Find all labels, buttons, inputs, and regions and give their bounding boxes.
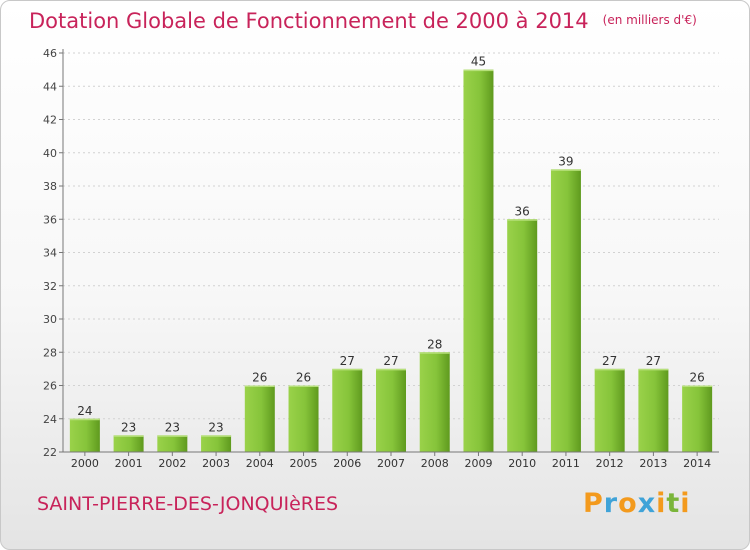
bar-highlight	[419, 352, 450, 354]
x-tick-label: 2013	[639, 457, 667, 470]
logo-letter: i	[680, 488, 691, 519]
value-label: 28	[427, 337, 442, 351]
bar	[201, 435, 232, 452]
bar	[332, 368, 363, 452]
bar-highlight	[288, 385, 319, 387]
bar-highlight	[113, 435, 144, 437]
bar-highlight	[376, 368, 406, 371]
chart-title-text: Dotation Globale de Fonctionnement de 20…	[29, 9, 589, 33]
y-tick-label: 36	[43, 213, 57, 226]
logo-letter: o	[618, 488, 638, 519]
logo-letter: x	[637, 488, 657, 519]
bar	[507, 219, 538, 452]
y-tick-label: 42	[43, 114, 57, 127]
y-tick-label: 34	[43, 247, 57, 260]
value-label: 36	[515, 204, 530, 218]
y-tick-label: 46	[43, 47, 57, 60]
y-tick-label: 24	[43, 413, 57, 426]
bar-highlight	[157, 435, 188, 437]
x-tick-labels: 2000 2001 2002 2003 2004 2005 2006 2007 2008 2009…	[71, 452, 711, 470]
x-tick-label: 2012	[596, 457, 624, 470]
logo-letter: i	[656, 488, 667, 519]
bar	[682, 385, 713, 452]
x-tick-label: 2002	[158, 457, 186, 470]
bar	[419, 352, 450, 452]
x-tick-label: 2005	[290, 457, 318, 470]
y-tick-label: 38	[43, 180, 57, 193]
x-tick-label: 2010	[508, 457, 536, 470]
y-tick-label: 32	[43, 280, 57, 293]
bar	[288, 385, 319, 452]
value-labels: 24 23 23 23 26 26 27 27 28 45 36 39 27 27 26	[77, 55, 705, 435]
bar	[157, 435, 188, 452]
bar-highlight	[638, 368, 669, 371]
bar-highlight	[201, 435, 232, 437]
y-tick-labels: 22 24 26 28 30 32 34 36 38 40 42 44 46	[43, 47, 57, 459]
bar-highlight	[332, 368, 363, 371]
x-tick-label: 2000	[71, 457, 99, 470]
y-tick-label: 40	[43, 147, 57, 160]
bar	[69, 418, 100, 452]
bar-highlight	[550, 169, 581, 171]
value-label: 26	[689, 371, 704, 385]
x-tick-label: 2004	[246, 457, 274, 470]
bar	[463, 69, 494, 452]
value-label: 23	[208, 420, 223, 434]
value-label: 45	[471, 55, 486, 69]
x-tick-label: 2003	[202, 457, 230, 470]
commune-name: SAINT-PIERRE-DES-JONQUIèRES	[37, 493, 339, 515]
y-tick-label: 30	[43, 313, 57, 326]
bar	[638, 368, 669, 452]
x-tick-label: 2006	[333, 457, 361, 470]
proxiti-logo: Proxiti	[583, 488, 691, 519]
chart-unit: (en milliers d'€)	[602, 13, 697, 27]
bar	[376, 368, 406, 452]
bar-highlight	[682, 385, 713, 387]
value-label: 23	[121, 420, 136, 434]
bar	[244, 385, 275, 452]
value-label: 23	[165, 420, 180, 434]
value-label: 27	[340, 354, 355, 368]
bar-highlight	[463, 69, 494, 72]
bar-highlight	[594, 368, 625, 371]
value-label: 27	[383, 354, 398, 368]
y-tick-label: 44	[43, 80, 57, 93]
bar	[113, 435, 144, 452]
x-tick-label: 2009	[464, 457, 492, 470]
value-label: 27	[646, 354, 661, 368]
x-tick-label: 2007	[377, 457, 405, 470]
bars-group	[69, 69, 713, 452]
bar-highlight	[507, 219, 538, 221]
x-tick-label: 2014	[683, 457, 711, 470]
value-label: 26	[296, 371, 311, 385]
value-label: 24	[77, 404, 92, 418]
y-tick-label: 28	[43, 346, 57, 359]
bar	[594, 368, 625, 452]
x-tick-label: 2008	[421, 457, 449, 470]
logo-letter: t	[666, 488, 681, 519]
bar-highlight	[244, 385, 275, 387]
y-tick-label: 26	[43, 380, 57, 393]
chart-title: Dotation Globale de Fonctionnement de 20…	[29, 9, 697, 33]
x-tick-label: 2011	[552, 457, 580, 470]
x-tick-label: 2001	[115, 457, 143, 470]
y-tick-label: 22	[43, 446, 57, 459]
logo-letter: r	[603, 488, 619, 519]
value-label: 39	[558, 154, 573, 168]
logo-letter: P	[583, 488, 604, 519]
value-label: 27	[602, 354, 617, 368]
bar	[550, 169, 581, 452]
bar-highlight	[69, 418, 100, 421]
value-label: 26	[252, 371, 267, 385]
